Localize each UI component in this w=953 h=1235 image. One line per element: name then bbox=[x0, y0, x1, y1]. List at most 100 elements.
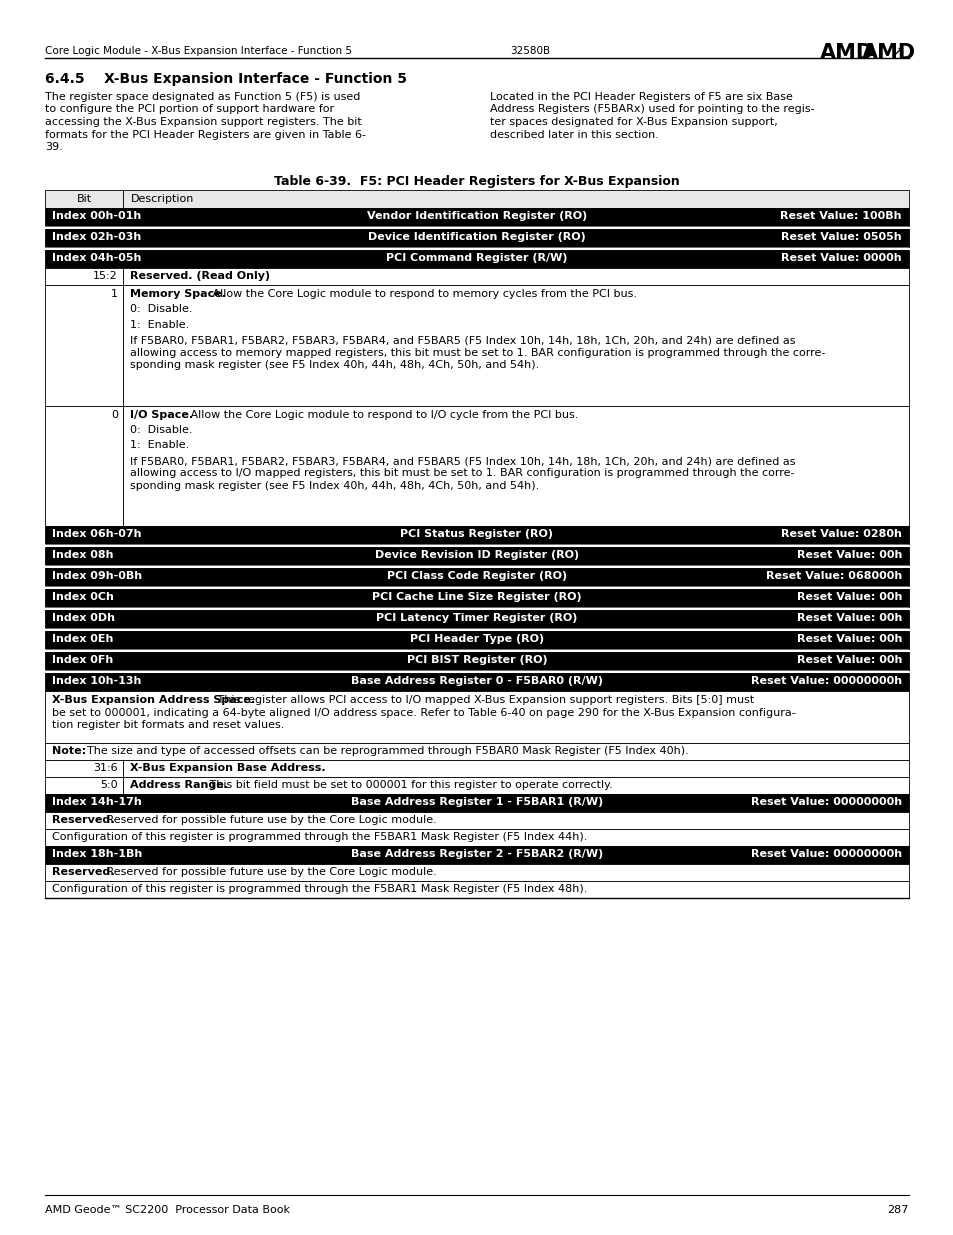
Text: This register allows PCI access to I/O mapped X-Bus Expansion support registers.: This register allows PCI access to I/O m… bbox=[213, 695, 754, 705]
Text: The size and type of accessed offsets can be reprogrammed through F5BAR0 Mask Re: The size and type of accessed offsets ca… bbox=[87, 746, 688, 756]
Text: AMD: AMD bbox=[862, 43, 915, 63]
Text: Vendor Identification Register (RO): Vendor Identification Register (RO) bbox=[367, 211, 586, 221]
Bar bbox=[123, 190, 908, 207]
Text: Base Address Register 0 - F5BAR0 (R/W): Base Address Register 0 - F5BAR0 (R/W) bbox=[351, 676, 602, 685]
Bar bbox=[45, 543, 908, 547]
Bar bbox=[45, 743, 908, 760]
Bar bbox=[45, 811, 908, 829]
Bar bbox=[45, 629, 908, 631]
Text: Index 00h-01h: Index 00h-01h bbox=[52, 211, 141, 221]
Text: I/O Space.: I/O Space. bbox=[130, 410, 193, 420]
Bar bbox=[45, 228, 908, 247]
Text: Reset Value: 0505h: Reset Value: 0505h bbox=[781, 232, 901, 242]
Bar bbox=[45, 405, 123, 526]
Text: Allow the Core Logic module to respond to memory cycles from the PCI bus.: Allow the Core Logic module to respond t… bbox=[209, 289, 637, 299]
Text: Index 06h-07h: Index 06h-07h bbox=[52, 529, 141, 538]
Text: Reset Value: 00h: Reset Value: 00h bbox=[796, 655, 901, 664]
Bar bbox=[45, 226, 908, 228]
Text: Memory Space.: Memory Space. bbox=[130, 289, 226, 299]
Bar bbox=[45, 864, 908, 881]
Text: 0: 0 bbox=[111, 410, 118, 420]
Text: Index 0Eh: Index 0Eh bbox=[52, 634, 113, 643]
Text: Bit: Bit bbox=[76, 194, 91, 204]
Text: 15:2: 15:2 bbox=[93, 270, 118, 282]
Text: Note:: Note: bbox=[52, 746, 86, 756]
Text: 1: 1 bbox=[111, 289, 118, 299]
Text: Reset Value: 068000h: Reset Value: 068000h bbox=[765, 571, 901, 580]
Text: Reset Value: 00h: Reset Value: 00h bbox=[796, 613, 901, 622]
Bar bbox=[45, 606, 908, 610]
Text: Index 09h-0Bh: Index 09h-0Bh bbox=[52, 571, 142, 580]
Text: Core Logic Module - X-Bus Expansion Interface - Function 5: Core Logic Module - X-Bus Expansion Inte… bbox=[45, 46, 352, 56]
Bar bbox=[45, 760, 123, 777]
Text: If F5BAR0, F5BAR1, F5BAR2, F5BAR3, F5BAR4, and F5BAR5 (F5 Index 10h, 14h, 18h, 1: If F5BAR0, F5BAR1, F5BAR2, F5BAR3, F5BAR… bbox=[130, 456, 795, 466]
Bar bbox=[45, 564, 908, 568]
Text: 0:  Disable.: 0: Disable. bbox=[130, 425, 193, 435]
Text: Configuration of this register is programmed through the F5BAR1 Mask Register (F: Configuration of this register is progra… bbox=[52, 832, 587, 842]
Text: AMD Geode™ SC2200  Processor Data Book: AMD Geode™ SC2200 Processor Data Book bbox=[45, 1205, 290, 1215]
Text: Reserved.: Reserved. bbox=[52, 815, 114, 825]
Text: Base Address Register 2 - F5BAR2 (R/W): Base Address Register 2 - F5BAR2 (R/W) bbox=[351, 848, 602, 860]
Bar bbox=[45, 190, 123, 207]
Bar bbox=[45, 846, 908, 864]
Text: 1:  Enable.: 1: Enable. bbox=[130, 441, 189, 451]
Text: Reset Value: 00h: Reset Value: 00h bbox=[796, 550, 901, 559]
Bar bbox=[45, 610, 908, 629]
Bar bbox=[123, 285, 908, 405]
Text: X-Bus Expansion Base Address.: X-Bus Expansion Base Address. bbox=[130, 763, 325, 773]
Text: If F5BAR0, F5BAR1, F5BAR2, F5BAR3, F5BAR4, and F5BAR5 (F5 Index 10h, 14h, 18h, 1: If F5BAR0, F5BAR1, F5BAR2, F5BAR3, F5BAR… bbox=[130, 336, 795, 346]
Text: be set to 000001, indicating a 64-byte aligned I/O address space. Refer to Table: be set to 000001, indicating a 64-byte a… bbox=[52, 708, 795, 718]
Text: 1:  Enable.: 1: Enable. bbox=[130, 320, 189, 330]
Text: Index 10h-13h: Index 10h-13h bbox=[52, 676, 141, 685]
Text: Index 02h-03h: Index 02h-03h bbox=[52, 232, 141, 242]
Text: PCI Latency Timer Register (RO): PCI Latency Timer Register (RO) bbox=[375, 613, 578, 622]
Text: sponding mask register (see F5 Index 40h, 44h, 48h, 4Ch, 50h, and 54h).: sponding mask register (see F5 Index 40h… bbox=[130, 480, 538, 492]
Text: Index 14h-17h: Index 14h-17h bbox=[52, 797, 142, 806]
Text: Reset Value: 0000h: Reset Value: 0000h bbox=[781, 253, 901, 263]
Text: Reset Value: 0280h: Reset Value: 0280h bbox=[781, 529, 901, 538]
Bar bbox=[45, 547, 908, 564]
Text: Reset Value: 100Bh: Reset Value: 100Bh bbox=[780, 211, 901, 221]
Text: allowing access to I/O mapped registers, this bit must be set to 1. BAR configur: allowing access to I/O mapped registers,… bbox=[130, 468, 794, 478]
Text: This bit field must be set to 000001 for this register to operate correctly.: This bit field must be set to 000001 for… bbox=[206, 781, 612, 790]
Bar bbox=[45, 268, 123, 285]
Bar bbox=[45, 692, 908, 743]
Text: described later in this section.: described later in this section. bbox=[490, 130, 659, 140]
Bar bbox=[45, 589, 908, 606]
Text: Device Identification Register (RO): Device Identification Register (RO) bbox=[368, 232, 585, 242]
Bar bbox=[45, 568, 908, 585]
Text: Reserved for possible future use by the Core Logic module.: Reserved for possible future use by the … bbox=[103, 815, 436, 825]
Text: Device Revision ID Register (RO): Device Revision ID Register (RO) bbox=[375, 550, 578, 559]
Text: Configuration of this register is programmed through the F5BAR1 Mask Register (F: Configuration of this register is progra… bbox=[52, 884, 587, 894]
Text: allowing access to memory mapped registers, this bit must be set to 1. BAR confi: allowing access to memory mapped registe… bbox=[130, 348, 824, 358]
Text: Reset Value: 00000000h: Reset Value: 00000000h bbox=[750, 797, 901, 806]
Text: Reset Value: 00h: Reset Value: 00h bbox=[796, 634, 901, 643]
Text: Index 0Dh: Index 0Dh bbox=[52, 613, 115, 622]
Text: Reserved.: Reserved. bbox=[52, 867, 114, 877]
Text: Index 18h-1Bh: Index 18h-1Bh bbox=[52, 848, 142, 860]
Text: sponding mask register (see F5 Index 40h, 44h, 48h, 4Ch, 50h, and 54h).: sponding mask register (see F5 Index 40h… bbox=[130, 361, 538, 370]
Text: ↗: ↗ bbox=[892, 47, 902, 57]
Text: ter spaces designated for X-Bus Expansion support,: ter spaces designated for X-Bus Expansio… bbox=[490, 117, 777, 127]
Text: 0:  Disable.: 0: Disable. bbox=[130, 305, 193, 315]
Text: PCI Class Code Register (RO): PCI Class Code Register (RO) bbox=[387, 571, 566, 580]
Text: Reserved for possible future use by the Core Logic module.: Reserved for possible future use by the … bbox=[103, 867, 436, 877]
Text: Base Address Register 1 - F5BAR1 (R/W): Base Address Register 1 - F5BAR1 (R/W) bbox=[351, 797, 602, 806]
Bar bbox=[45, 671, 908, 673]
Text: Description: Description bbox=[131, 194, 194, 204]
Bar bbox=[123, 405, 908, 526]
Bar bbox=[45, 777, 123, 794]
Text: AMD: AMD bbox=[820, 43, 873, 63]
Text: to configure the PCI portion of support hardware for: to configure the PCI portion of support … bbox=[45, 105, 334, 115]
Text: accessing the X-Bus Expansion support registers. The bit: accessing the X-Bus Expansion support re… bbox=[45, 117, 361, 127]
Text: Allow the Core Logic module to respond to I/O cycle from the PCI bus.: Allow the Core Logic module to respond t… bbox=[187, 410, 578, 420]
Text: Reset Value: 00000000h: Reset Value: 00000000h bbox=[750, 848, 901, 860]
Text: Index 08h: Index 08h bbox=[52, 550, 113, 559]
Bar bbox=[123, 268, 908, 285]
Text: Index 04h-05h: Index 04h-05h bbox=[52, 253, 141, 263]
Text: PCI Command Register (R/W): PCI Command Register (R/W) bbox=[386, 253, 567, 263]
Text: PCI Header Type (RO): PCI Header Type (RO) bbox=[410, 634, 543, 643]
Text: 287: 287 bbox=[886, 1205, 908, 1215]
Text: Located in the PCI Header Registers of F5 are six Base: Located in the PCI Header Registers of F… bbox=[490, 91, 792, 103]
Bar bbox=[45, 285, 123, 405]
